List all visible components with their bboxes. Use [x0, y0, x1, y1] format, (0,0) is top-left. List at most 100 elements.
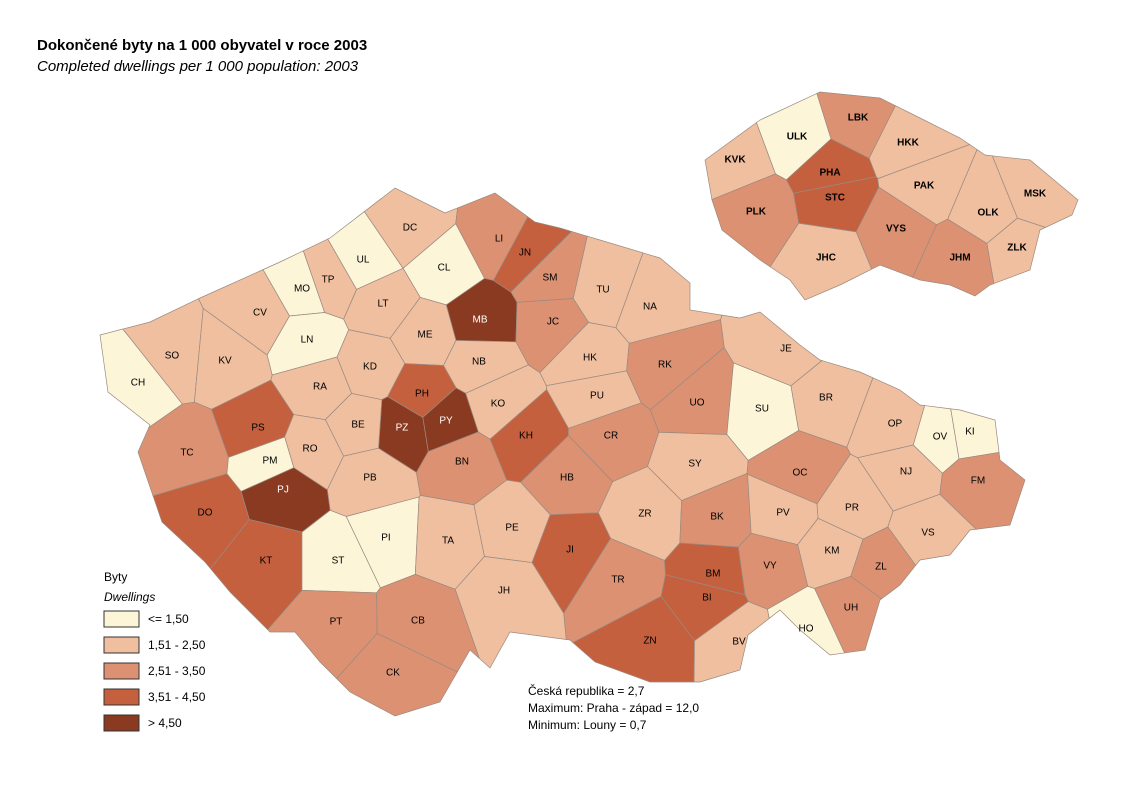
area-label: PI	[381, 533, 390, 544]
area-label: JI	[566, 545, 574, 556]
note: Česká republika = 2,7	[528, 683, 645, 698]
area-label: HK	[583, 353, 597, 364]
area-label: SU	[755, 404, 769, 415]
area-label: ZR	[638, 509, 651, 520]
area-label: HKK	[897, 138, 919, 149]
area	[336, 632, 458, 717]
area-label: HB	[560, 473, 574, 484]
area-label: BN	[455, 457, 469, 468]
area-label: OV	[933, 432, 948, 443]
area-label: ZN	[643, 636, 656, 647]
legend-swatch	[103, 714, 140, 732]
area-label: UL	[357, 255, 370, 266]
area-label: JC	[547, 317, 559, 328]
area	[563, 538, 666, 643]
area	[693, 601, 770, 683]
area-label: DO	[198, 508, 213, 519]
area-label: LI	[495, 234, 503, 245]
area-label: SY	[688, 459, 702, 470]
area-label: OLK	[977, 208, 999, 219]
area-label: PY	[439, 416, 453, 427]
area-label: TC	[180, 448, 193, 459]
area-label: BE	[351, 420, 365, 431]
area-label: MB	[473, 315, 488, 326]
area-label: LBK	[848, 113, 869, 124]
area-label: KT	[260, 556, 273, 567]
legend-label: 2,51 - 3,50	[148, 664, 206, 678]
area-label: NA	[643, 302, 657, 313]
area-label: UO	[690, 398, 705, 409]
area-label: ME	[418, 330, 433, 341]
area	[720, 311, 823, 387]
area-label: TA	[442, 536, 454, 547]
note: Maximum: Praha - západ = 12,0	[528, 701, 699, 715]
area-label: OC	[793, 468, 808, 479]
area-label: KH	[519, 431, 533, 442]
area-label: MO	[294, 284, 310, 295]
area-label: OP	[888, 419, 903, 430]
area-label: TU	[596, 285, 609, 296]
area-label: NJ	[900, 467, 912, 478]
area-label: JHC	[816, 253, 836, 264]
area-label: LT	[378, 299, 389, 310]
area-label: JE	[780, 344, 792, 355]
district-map: CH SO KV CV MO TP UL DC CL LI JN SM TU NA LN LT ME MB JC KD…	[99, 187, 1026, 717]
notes: Česká republika = 2,7 Maximum: Praha - zá…	[528, 683, 699, 732]
area-label: CH	[131, 378, 145, 389]
region-map: ULK LBK HKK KVK PHA STC PAK MSK OLK PLK VYS ZLK JHC J…	[704, 91, 1079, 301]
area-label: VY	[763, 561, 777, 572]
area-label: PR	[845, 503, 859, 514]
area-label: RO	[303, 444, 318, 455]
area-label: VS	[921, 528, 935, 539]
area-label: PM	[263, 456, 278, 467]
area-label: FM	[971, 476, 985, 487]
area-label: PV	[776, 508, 790, 519]
area-label: CB	[411, 616, 425, 627]
area-label: TR	[611, 575, 624, 586]
area-label: TP	[322, 275, 335, 286]
area-label: PU	[590, 391, 604, 402]
area	[950, 408, 1000, 460]
area	[912, 218, 995, 297]
area-label: BK	[710, 512, 724, 523]
area-label: PLK	[746, 207, 767, 218]
area-label: ULK	[787, 132, 808, 143]
area-label: SO	[165, 351, 180, 362]
area	[152, 473, 250, 570]
area-label: UH	[844, 603, 858, 614]
area-label: JN	[519, 248, 531, 259]
area-label: KD	[363, 362, 377, 373]
area-label: PB	[363, 473, 377, 484]
legend-label: 1,51 - 2,50	[148, 638, 206, 652]
area-label: NB	[472, 357, 486, 368]
area-label: KVK	[724, 155, 746, 166]
area-label: LN	[301, 335, 314, 346]
legend-title: Byty	[104, 570, 127, 584]
area-label: ZLK	[1007, 243, 1027, 254]
legend-label: <= 1,50	[148, 612, 189, 626]
area-label: BM	[706, 569, 721, 580]
area-label: RA	[313, 382, 327, 393]
area-label: PE	[505, 523, 519, 534]
area-label: RK	[658, 360, 672, 371]
legend-swatch	[103, 688, 140, 706]
area-label: BI	[702, 593, 711, 604]
area-label: KO	[491, 399, 506, 410]
area-label: CL	[438, 263, 451, 274]
area	[769, 222, 873, 301]
area-label: HO	[799, 624, 814, 635]
area-label: PT	[330, 617, 343, 628]
area-label: JH	[498, 586, 510, 597]
legend-subtitle: Dwellings	[104, 590, 155, 604]
area-label: PH	[415, 389, 429, 400]
area-label: KI	[965, 427, 974, 438]
legend: Byty Dwellings <= 1,50 1,51 - 2,50 2,51 - …	[103, 570, 206, 732]
area-label: CK	[386, 668, 400, 679]
area-label: STC	[825, 193, 845, 204]
area-label: CR	[604, 431, 618, 442]
area-label: CV	[253, 308, 267, 319]
area-label: VYS	[886, 224, 906, 235]
legend-swatch	[103, 636, 140, 654]
area-label: PJ	[277, 485, 289, 496]
